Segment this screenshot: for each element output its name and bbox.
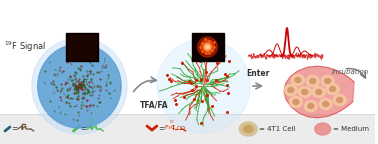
Ellipse shape <box>298 87 311 97</box>
Ellipse shape <box>336 97 342 103</box>
Ellipse shape <box>293 100 299 105</box>
Circle shape <box>203 43 212 51</box>
Ellipse shape <box>304 101 317 111</box>
Ellipse shape <box>326 84 339 94</box>
Circle shape <box>198 37 217 57</box>
Circle shape <box>201 40 214 54</box>
Ellipse shape <box>325 78 331 84</box>
Ellipse shape <box>333 94 346 106</box>
Text: = Medium: = Medium <box>333 126 369 132</box>
Text: =: = <box>158 125 164 133</box>
Text: O: O <box>170 120 174 124</box>
Ellipse shape <box>288 88 294 92</box>
Text: Incubation: Incubation <box>332 69 369 75</box>
Ellipse shape <box>244 126 253 132</box>
Ellipse shape <box>291 74 304 86</box>
Ellipse shape <box>308 104 314 108</box>
Text: =: = <box>81 125 87 133</box>
Ellipse shape <box>312 87 325 97</box>
Circle shape <box>157 39 250 133</box>
Text: $\mathsf{O}$: $\mathsf{O}$ <box>180 124 186 132</box>
Bar <box>0 114 375 144</box>
Ellipse shape <box>302 90 308 94</box>
Ellipse shape <box>330 87 336 91</box>
Ellipse shape <box>306 75 319 87</box>
Ellipse shape <box>239 122 257 136</box>
Ellipse shape <box>310 78 316 84</box>
Text: $\mathsf{O}$: $\mathsf{O}$ <box>176 124 182 132</box>
Circle shape <box>38 44 121 128</box>
Ellipse shape <box>319 98 332 109</box>
Ellipse shape <box>316 90 322 94</box>
Text: Enter: Enter <box>246 69 270 78</box>
Circle shape <box>32 38 127 134</box>
Text: O: O <box>88 119 92 124</box>
Text: $\mathsf{F_3C}$: $\mathsf{F_3C}$ <box>164 124 177 132</box>
Bar <box>65 33 98 61</box>
Ellipse shape <box>295 77 301 83</box>
Circle shape <box>206 45 209 49</box>
Bar <box>248 21 323 61</box>
Polygon shape <box>284 66 354 118</box>
Text: =: = <box>11 125 17 133</box>
Ellipse shape <box>321 75 334 87</box>
Bar <box>192 33 225 61</box>
Ellipse shape <box>285 85 297 95</box>
Text: $^{19}$F Signal: $^{19}$F Signal <box>4 40 46 54</box>
Bar <box>68 35 96 59</box>
Ellipse shape <box>323 102 328 107</box>
Text: = 4T1 Cell: = 4T1 Cell <box>259 126 296 132</box>
Text: O: O <box>87 125 91 129</box>
Text: TFA/FA: TFA/FA <box>139 100 168 109</box>
Ellipse shape <box>290 96 302 108</box>
Ellipse shape <box>315 123 331 135</box>
